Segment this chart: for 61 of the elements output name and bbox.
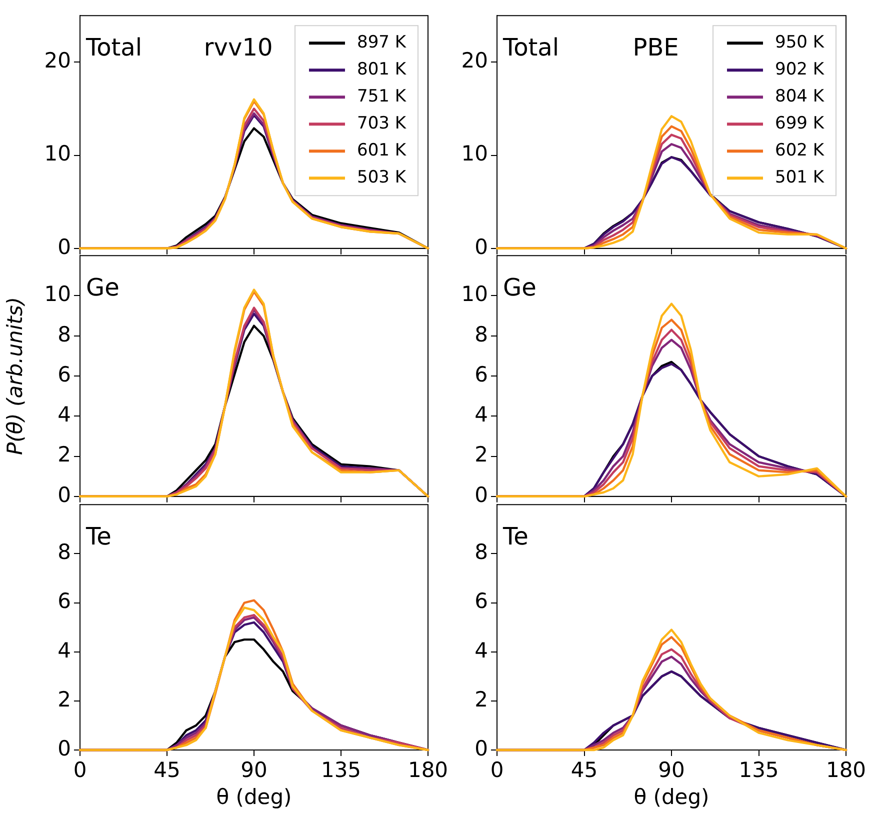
x-tick-label: 45: [154, 758, 180, 782]
y-tick-label: 2: [474, 687, 488, 712]
annotation: PBE: [632, 34, 679, 62]
x-tick-label: 135: [320, 758, 362, 782]
x-tick-label: 90: [240, 758, 268, 782]
annotation: Te: [502, 522, 528, 551]
y-tick-label: 10: [44, 282, 71, 306]
legend-label: 897 K: [357, 32, 407, 53]
y-tick-label: 8: [58, 322, 71, 346]
legend-label: 699 K: [775, 114, 825, 134]
annotation: Total: [85, 34, 142, 62]
y-tick-label: 20: [461, 48, 488, 73]
annotation: Ge: [503, 274, 536, 302]
x-axis-title: θ (deg): [216, 784, 292, 809]
x-tick-label: 0: [490, 758, 504, 782]
y-tick-label: 4: [474, 638, 488, 662]
y-tick-label: 0: [58, 736, 71, 760]
y-tick-label: 2: [58, 687, 71, 712]
y-tick-label: 8: [474, 322, 488, 346]
y-tick-label: 2: [58, 442, 71, 467]
x-tick-label: 0: [73, 758, 87, 782]
legend-label: 902 K: [775, 60, 825, 80]
legend-label: 601 K: [357, 140, 407, 161]
y-tick-label: 6: [58, 362, 71, 386]
x-tick-label: 180: [408, 758, 448, 782]
x-tick-label: 135: [738, 758, 779, 782]
legend-label: 503 K: [357, 168, 407, 188]
y-tick-label: 20: [44, 48, 71, 73]
annotation: Ge: [86, 274, 120, 302]
y-tick-label: 10: [461, 142, 488, 166]
legend-label: 602 K: [775, 140, 825, 161]
y-tick-label: 4: [58, 638, 71, 662]
y-tick-label: 2: [474, 442, 488, 467]
y-tick-label: 10: [461, 282, 488, 306]
x-tick-label: 90: [658, 758, 685, 782]
y-tick-label: 4: [474, 402, 488, 427]
y-tick-label: 6: [58, 589, 71, 614]
x-tick-label: 45: [570, 758, 598, 782]
legend-label: 501 K: [775, 168, 825, 188]
y-tick-label: 0: [474, 482, 488, 507]
y-tick-label: 0: [58, 482, 71, 507]
legend-label: 801 K: [357, 60, 407, 80]
y-tick-label: 0: [474, 736, 488, 760]
legend-label: 804 K: [775, 86, 825, 107]
y-tick-label: 6: [474, 589, 488, 614]
legend-label: 950 K: [775, 32, 825, 53]
y-tick-label: 8: [58, 540, 71, 564]
x-axis-title: θ (deg): [634, 784, 710, 809]
y-tick-label: 8: [474, 540, 488, 564]
y-tick-label: 6: [474, 362, 488, 386]
x-tick-label: 180: [826, 758, 866, 782]
legend-label: 751 K: [357, 86, 407, 107]
y-tick-label: 4: [58, 402, 71, 427]
y-tick-label: 10: [44, 142, 71, 166]
y-axis-title: P(θ) (arb.units): [3, 296, 28, 456]
annotation: Te: [85, 522, 112, 551]
y-tick-label: 0: [58, 234, 71, 259]
annotation: Total: [502, 34, 560, 62]
legend-label: 703 K: [357, 114, 407, 134]
y-tick-label: 0: [474, 234, 488, 259]
annotation: rvv10: [204, 34, 273, 62]
